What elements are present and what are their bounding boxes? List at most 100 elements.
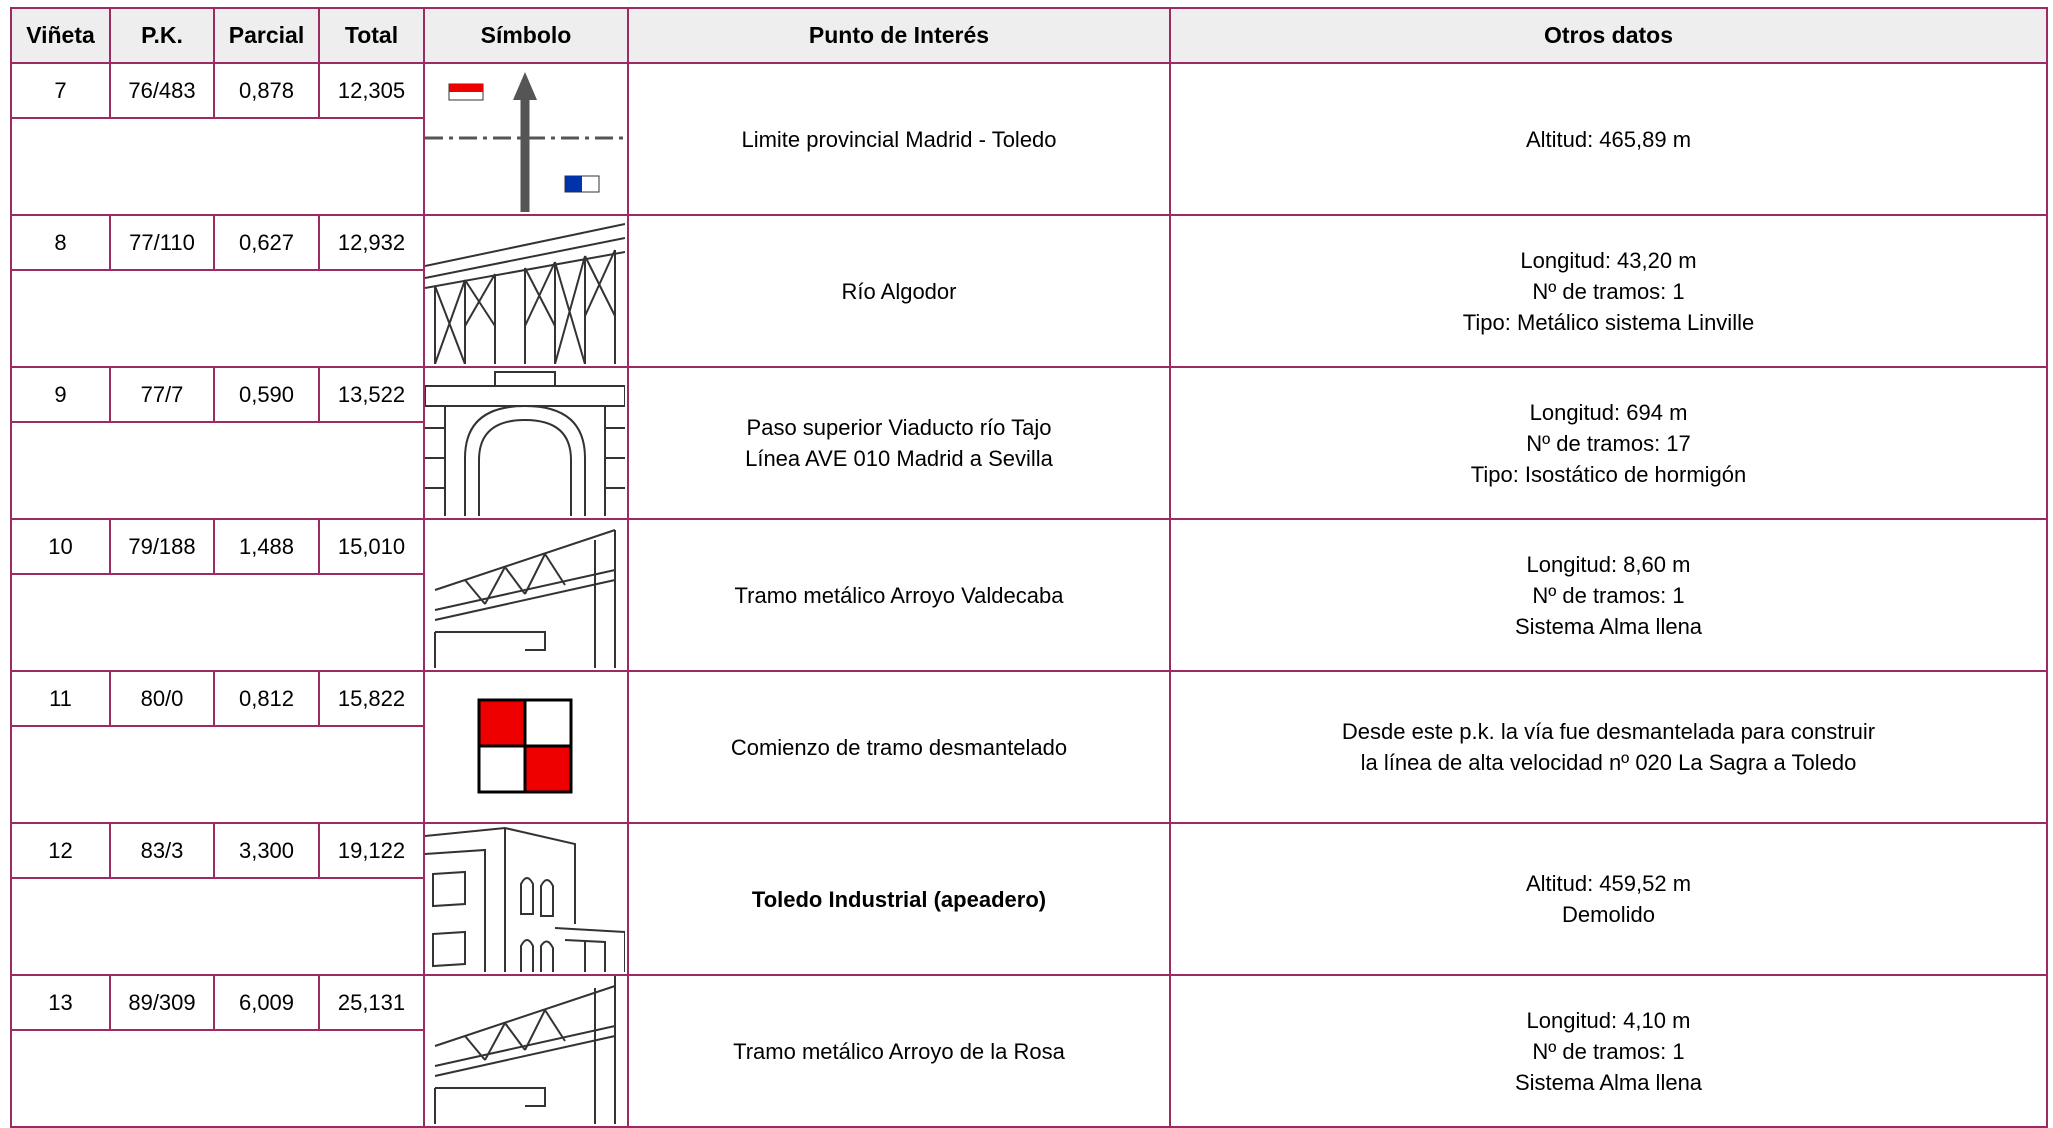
header-label: Viñeta (26, 22, 95, 48)
total: 13,522 (337, 382, 406, 407)
vineta-cell: 12 (10, 822, 111, 879)
total: 12,305 (337, 78, 406, 103)
details: Longitud: 8,60 m (1526, 551, 1691, 577)
parcial-cell: 6,009 (213, 974, 320, 1031)
symbol-girder (425, 976, 625, 1124)
pk: 89/309 (128, 990, 196, 1015)
vineta-cell: 8 (10, 214, 111, 271)
details-cell: Longitud: 4,10 m Nº de tramos: 1 Sistema A… (1169, 974, 2048, 1128)
pk: 77/110 (129, 230, 195, 255)
symbol-truss-bridge (425, 216, 625, 364)
point-of-interest: Línea AVE 010 Madrid a Sevilla (745, 446, 1053, 471)
parcial-cell: 0,590 (213, 366, 320, 423)
symbol-girder (425, 520, 625, 668)
header-cell: Total (318, 7, 425, 64)
header-label: Otros datos (1543, 22, 1674, 48)
total: 25,131 (337, 990, 406, 1015)
details-cell: Desde este p.k. la vía fue desmantelada … (1169, 670, 2048, 824)
header-label: Símbolo (480, 22, 572, 48)
details: Nº de tramos: 1 (1532, 278, 1685, 304)
empty-cell (10, 573, 425, 672)
symbol-station (425, 824, 625, 972)
total-cell: 25,131 (318, 974, 425, 1031)
vineta: 8 (54, 230, 67, 255)
total: 15,010 (337, 534, 406, 559)
total: 19,122 (337, 838, 406, 863)
point-of-interest: Comienzo de tramo desmantelado (730, 734, 1068, 760)
vineta-cell: 7 (10, 62, 111, 119)
point-cell: Paso superior Viaducto río Tajo Línea AVE… (627, 366, 1171, 520)
total: 15,822 (337, 686, 406, 711)
symbol-arch (425, 368, 625, 516)
details-cell: Longitud: 8,60 m Nº de tramos: 1 Sistema A… (1169, 518, 2048, 672)
parcial-cell: 0,878 (213, 62, 320, 119)
details: Sistema Alma llena (1514, 1069, 1703, 1095)
empty-cell (10, 269, 425, 368)
total-cell: 13,522 (318, 366, 425, 423)
vineta: 13 (48, 990, 73, 1015)
point-of-interest: Limite provincial Madrid - Toledo (741, 126, 1057, 152)
total-cell: 19,122 (318, 822, 425, 879)
vineta-cell: 9 (10, 366, 111, 423)
symbol-checker (425, 672, 625, 820)
point-of-interest: Toledo Industrial (apeadero) (751, 886, 1047, 912)
parcial: 0,627 (238, 230, 295, 255)
point-cell: Comienzo de tramo desmantelado (627, 670, 1171, 824)
header-cell: Punto de Interés (627, 7, 1171, 64)
pk-cell: 76/483 (109, 62, 215, 119)
details: Nº de tramos: 1 (1532, 582, 1685, 608)
pk: 77/7 (140, 382, 184, 407)
pk-cell: 77/7 (109, 366, 215, 423)
point-of-interest: Tramo metálico Arroyo Valdecaba (734, 582, 1064, 608)
details-cell: Altitud: 459,52 m Demolido (1169, 822, 2048, 976)
empty-cell (10, 877, 425, 976)
empty-cell (10, 725, 425, 824)
empty-cell (10, 421, 425, 520)
header-label: Punto de Interés (808, 22, 990, 48)
header-cell: P.K. (109, 7, 215, 64)
point-cell: Río Algodor (627, 214, 1171, 368)
pk: 79/188 (128, 534, 196, 559)
vineta: 9 (54, 382, 67, 407)
header-label: P.K. (141, 22, 183, 48)
parcial-cell: 0,812 (213, 670, 320, 727)
details: Tipo: Metálico sistema Linville (1462, 309, 1755, 335)
header-cell: Viñeta (10, 7, 111, 64)
symbol-boundary (425, 72, 625, 212)
pk-cell: 83/3 (109, 822, 215, 879)
total-cell: 12,305 (318, 62, 425, 119)
details: Demolido (1562, 902, 1655, 927)
total-cell: 15,822 (318, 670, 425, 727)
pk: 76/483 (128, 78, 196, 103)
details: Longitud: 4,10 m (1526, 1007, 1691, 1033)
symbol-cell (423, 822, 629, 976)
parcial: 0,812 (238, 686, 295, 711)
header-cell: Otros datos (1169, 7, 2048, 64)
parcial: 1,488 (238, 534, 295, 559)
total-cell: 15,010 (318, 518, 425, 575)
parcial-cell: 3,300 (213, 822, 320, 879)
details: la línea de alta velocidad nº 020 La Sag… (1360, 750, 1857, 775)
details: Tipo: Isostático de hormigón (1470, 461, 1747, 487)
pk-cell: 80/0 (109, 670, 215, 727)
point-cell: Tramo metálico Arroyo Valdecaba (627, 518, 1171, 672)
details: Nº de tramos: 17 (1526, 430, 1691, 456)
point-cell: Tramo metálico Arroyo de la Rosa (627, 974, 1171, 1128)
parcial: 0,590 (238, 382, 295, 407)
parcial-cell: 1,488 (213, 518, 320, 575)
empty-cell (10, 117, 425, 216)
parcial-cell: 0,627 (213, 214, 320, 271)
point-cell: Limite provincial Madrid - Toledo (627, 62, 1171, 216)
header-label: Total (344, 22, 399, 48)
parcial: 6,009 (238, 990, 295, 1015)
vineta-cell: 13 (10, 974, 111, 1031)
details-cell: Longitud: 43,20 m Nº de tramos: 1 Tipo: Me… (1169, 214, 2048, 368)
vineta-cell: 10 (10, 518, 111, 575)
header-cell: Parcial (213, 7, 320, 64)
details: Sistema Alma llena (1514, 613, 1703, 639)
vineta: 12 (48, 838, 73, 863)
vineta-cell: 11 (10, 670, 111, 727)
vineta: 10 (48, 534, 73, 559)
point-of-interest: Río Algodor (841, 278, 957, 304)
